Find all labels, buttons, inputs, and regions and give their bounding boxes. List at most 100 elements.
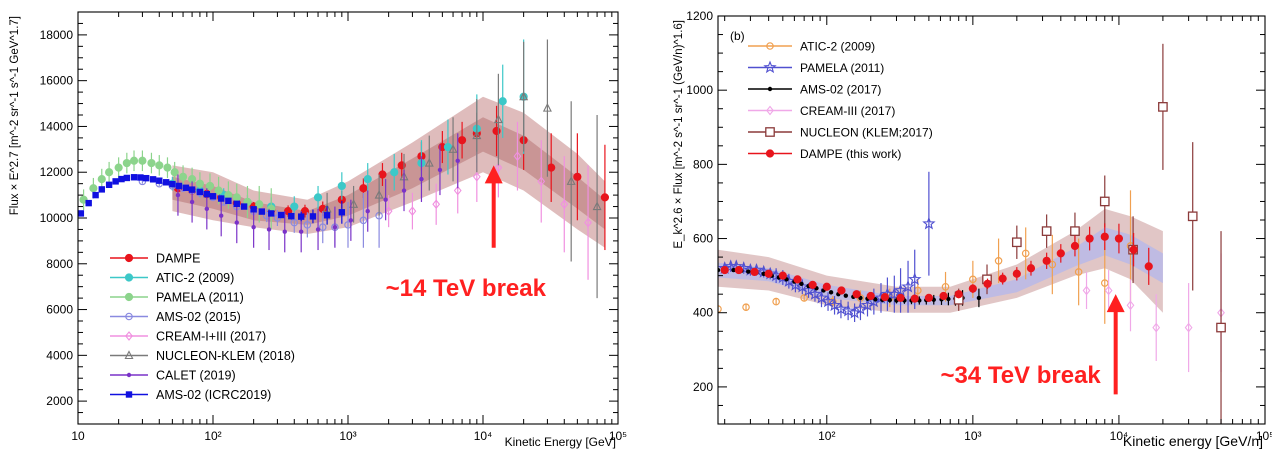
data-point (492, 126, 501, 136)
series-calet-2019- (175, 133, 460, 253)
data-point (1041, 226, 1052, 236)
data-point (408, 206, 417, 217)
legend-label: ATIC-2 (2009) (156, 271, 234, 285)
data-point (998, 274, 1007, 283)
plot-area (718, 16, 1265, 424)
legend-item: ATIC-2 (2009) (110, 271, 234, 285)
data-point (114, 163, 123, 172)
data-point (156, 177, 163, 184)
annotation-text: ~14 TeV break (386, 275, 547, 302)
y-tick-label: 4000 (46, 348, 73, 362)
data-point (592, 201, 602, 211)
legend-label: AMS-02 (2017) (800, 83, 881, 97)
data-point (1074, 268, 1083, 276)
data-point (821, 294, 835, 308)
data-point (1011, 237, 1022, 248)
data-point (234, 220, 239, 225)
legend-marker (763, 60, 777, 74)
data-point (437, 167, 443, 173)
plot-content (718, 43, 1226, 424)
data-point (834, 301, 848, 315)
data-point (829, 297, 837, 306)
data-point (472, 130, 482, 140)
data-point (827, 298, 842, 312)
data-point (138, 156, 147, 165)
data-point (290, 202, 299, 211)
data-point (887, 297, 892, 303)
data-point (147, 158, 156, 168)
legend-item: AMS-02 (ICRC2019) (110, 388, 271, 402)
data-point (778, 271, 787, 280)
data-point (315, 227, 321, 232)
legend-label: NUCLEON (KLEM;2017) (800, 126, 933, 140)
y-tick-label: 600 (693, 232, 713, 246)
data-point (1048, 260, 1057, 269)
data-point (946, 296, 951, 302)
data-point (188, 186, 196, 193)
data-point (303, 221, 312, 229)
legend-label: AMS-02 (ICRC2019) (156, 388, 271, 402)
data-point (939, 291, 948, 301)
data-point (1158, 102, 1168, 112)
data-point (814, 290, 829, 304)
y-tick-label: 2000 (46, 394, 73, 408)
data-point (224, 191, 233, 200)
data-point (432, 199, 441, 210)
data-point (893, 283, 908, 297)
data-point (204, 206, 210, 212)
legend-label: AMS-02 (2015) (156, 310, 241, 324)
data-point (218, 213, 224, 218)
data-point (189, 199, 195, 205)
annotation: ~14 TeV break (386, 165, 547, 302)
legend-item: PAMELA (2011) (748, 60, 884, 75)
data-point (1026, 264, 1036, 273)
plot-content (78, 39, 610, 299)
data-point (123, 174, 131, 182)
data-point (240, 203, 248, 210)
data-point (896, 293, 905, 302)
data-point (155, 161, 164, 170)
annotation-arrow-head (1106, 294, 1125, 313)
data-point (98, 186, 105, 193)
legend-marker (765, 149, 775, 158)
data-point (954, 290, 963, 299)
data-point (720, 265, 729, 275)
x-tick-label: 10² (204, 429, 221, 443)
data-point (258, 208, 266, 215)
data-point (390, 168, 399, 177)
data-point (584, 217, 592, 228)
data-point (318, 223, 327, 231)
legend-label: DAMPE (this work) (800, 147, 901, 161)
y-tick-label: 400 (693, 306, 713, 320)
y-axis: 2000 4000 6000 8000 10000 12000 14000 16000 1800… (40, 11, 618, 425)
x-tick-label: 10³ (964, 429, 981, 443)
data-point (105, 181, 113, 189)
data-point (1070, 241, 1080, 251)
data-point (742, 303, 750, 311)
data-point (359, 216, 368, 225)
data-point (734, 265, 743, 275)
legend-item: AMS-02 (2015) (110, 310, 241, 324)
data-point (1152, 322, 1161, 333)
data-point (298, 229, 304, 234)
data-point (1021, 249, 1030, 258)
data-point (162, 179, 170, 186)
data-point (1184, 322, 1193, 333)
data-point (1100, 279, 1109, 287)
data-point (182, 184, 190, 191)
legend-label: DAMPE (156, 252, 200, 266)
data-point (808, 280, 817, 290)
legend-item: PAMELA (2011) (110, 291, 244, 305)
data-point (196, 188, 204, 196)
data-point (374, 189, 384, 199)
data-point (178, 172, 188, 181)
legend: ATIC-2 (2009) PAMELA (2011) AMS-02 (2017) C… (748, 40, 933, 161)
data-point (493, 114, 503, 124)
x-axis-label: Kinetic Energy [GeV] (505, 435, 616, 449)
data-point (203, 190, 211, 198)
y-tick-label: 200 (693, 380, 713, 394)
legend-label: CREAM-I+III (2017) (156, 330, 266, 344)
data-point (297, 213, 305, 220)
chart-panel-1: 10 10² 10³ 10⁴ 10⁵ 2000 4000 6000 8000 10000 12000… (9, 11, 627, 449)
